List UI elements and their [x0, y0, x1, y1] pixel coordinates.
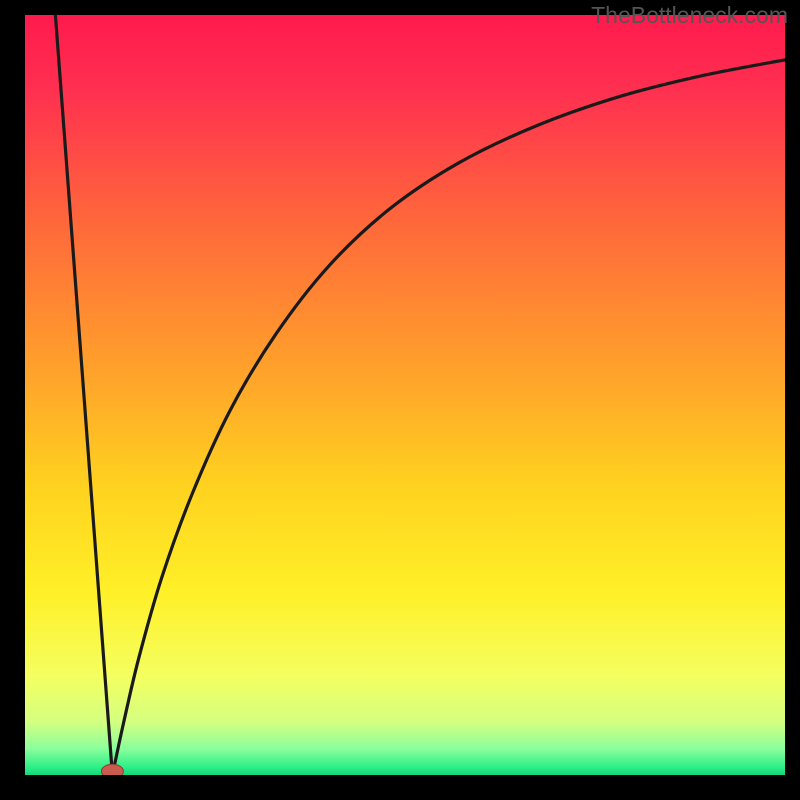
chart-plot-area [25, 15, 785, 775]
bottleneck-marker [101, 764, 123, 775]
watermark-text: TheBottleneck.com [591, 2, 788, 29]
bottleneck-curve [25, 15, 785, 775]
curve-left-branch [55, 15, 112, 775]
curve-right-branch [112, 60, 785, 775]
